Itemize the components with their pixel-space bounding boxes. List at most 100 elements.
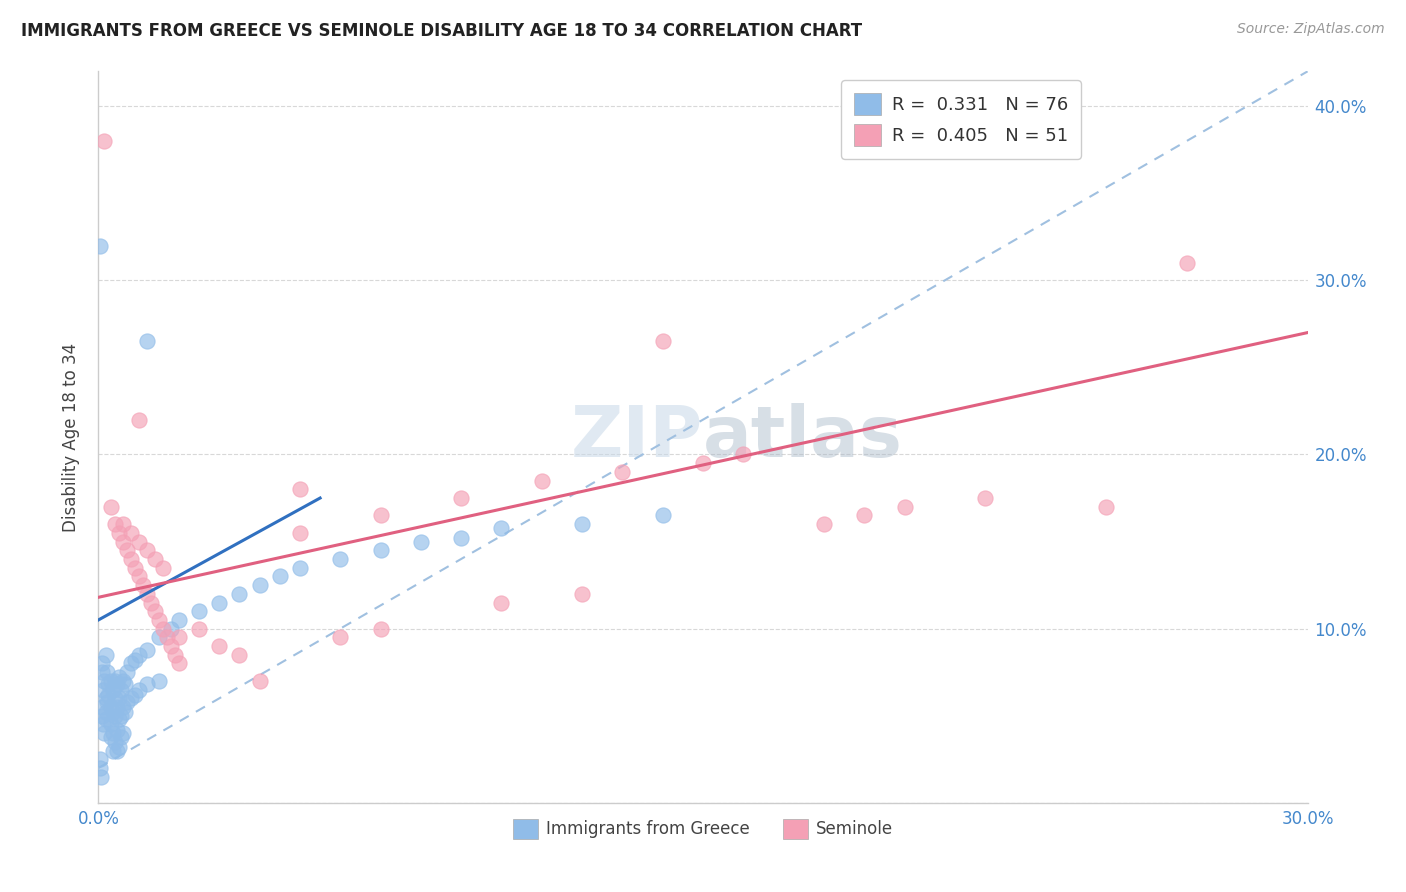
Point [329, 552, 352, 566]
Point [97, 688, 120, 702]
Point [491, 521, 513, 535]
Point [107, 670, 129, 684]
Point [148, 631, 170, 645]
Point [148, 613, 170, 627]
Point [91, 717, 114, 731]
Point [450, 531, 472, 545]
Point [124, 688, 146, 702]
Point [105, 723, 128, 737]
Y-axis label: Disability Age 18 to 34: Disability Age 18 to 34 [62, 343, 80, 532]
Point [100, 700, 122, 714]
Point [94, 712, 117, 726]
Point [132, 578, 155, 592]
Point [188, 604, 211, 618]
Point [249, 673, 271, 688]
Point [111, 517, 134, 532]
Point [269, 569, 291, 583]
Point [370, 508, 392, 523]
Point [135, 642, 157, 657]
Point [135, 587, 157, 601]
Point [143, 604, 166, 618]
Point [124, 653, 146, 667]
Point [813, 517, 835, 532]
Point [96, 705, 118, 719]
Point [135, 677, 157, 691]
Point [156, 631, 179, 645]
Point [90, 700, 112, 714]
Point [571, 517, 593, 532]
Point [139, 595, 162, 609]
Point [148, 673, 170, 688]
Point [135, 543, 157, 558]
Point [105, 743, 128, 757]
Point [128, 682, 150, 697]
Point [111, 726, 134, 740]
Point [288, 525, 311, 540]
Point [101, 743, 124, 757]
Point [128, 412, 150, 426]
Point [530, 474, 553, 488]
Point [228, 587, 250, 601]
Point [115, 543, 138, 558]
Point [612, 465, 634, 479]
Point [103, 673, 125, 688]
Point [96, 695, 118, 709]
Point [120, 525, 142, 540]
Point [110, 730, 132, 744]
Point [120, 691, 142, 706]
Point [163, 648, 186, 662]
Point [135, 334, 157, 349]
Point [89, 238, 111, 252]
Point [111, 673, 134, 688]
Point [370, 622, 392, 636]
Point [692, 456, 714, 470]
Point [167, 613, 190, 627]
Point [450, 491, 472, 505]
Point [96, 648, 118, 662]
Point [105, 677, 128, 691]
Point [107, 525, 129, 540]
Point [103, 708, 125, 723]
Point [93, 134, 115, 148]
Point [93, 726, 115, 740]
Point [101, 726, 124, 740]
Point [91, 708, 114, 723]
Point [120, 552, 142, 566]
Point [124, 560, 146, 574]
Point [1175, 256, 1198, 270]
Point [94, 691, 117, 706]
Point [288, 483, 311, 497]
Point [107, 712, 129, 726]
Point [893, 500, 915, 514]
Point [111, 700, 134, 714]
Point [97, 677, 120, 691]
Point [208, 639, 231, 653]
Text: IMMIGRANTS FROM GREECE VS SEMINOLE DISABILITY AGE 18 TO 34 CORRELATION CHART: IMMIGRANTS FROM GREECE VS SEMINOLE DISAB… [21, 22, 862, 40]
Point [152, 560, 174, 574]
Point [152, 622, 174, 636]
Point [491, 595, 513, 609]
Point [160, 639, 183, 653]
Point [110, 708, 132, 723]
Point [89, 761, 111, 775]
Point [114, 677, 136, 691]
Point [103, 735, 125, 749]
Legend: Immigrants from Greece, Seminole: Immigrants from Greece, Seminole [506, 812, 900, 846]
Point [370, 543, 392, 558]
Point [651, 334, 673, 349]
Point [100, 730, 122, 744]
Point [1095, 500, 1118, 514]
Point [288, 560, 311, 574]
Text: atlas: atlas [703, 402, 903, 472]
Point [143, 552, 166, 566]
Point [100, 717, 122, 731]
Point [101, 705, 124, 719]
Point [114, 705, 136, 719]
Point [103, 517, 125, 532]
Point [115, 665, 138, 680]
Text: Source: ZipAtlas.com: Source: ZipAtlas.com [1237, 22, 1385, 37]
Point [91, 657, 114, 671]
Point [90, 665, 112, 680]
Point [107, 740, 129, 755]
Point [100, 500, 122, 514]
